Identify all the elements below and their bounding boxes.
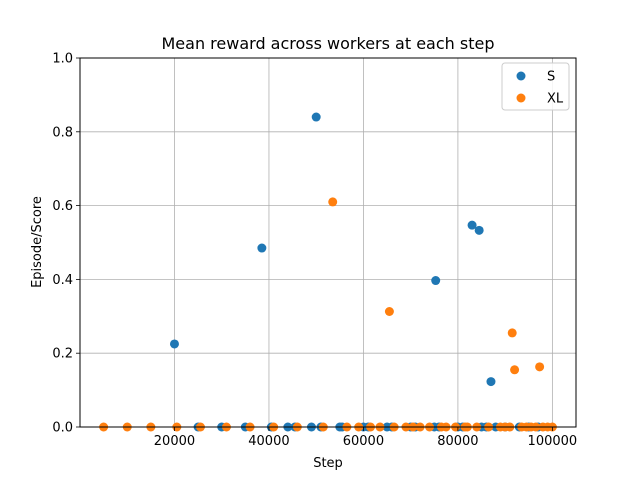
plot-frame — [79, 57, 577, 428]
data-point-s — [431, 276, 441, 286]
data-point-xl — [328, 197, 338, 207]
legend: S XL — [501, 62, 570, 111]
legend-marker-xl — [516, 93, 526, 103]
y-tick-label: 0.0 — [52, 421, 73, 436]
y-tick-label: 0.4 — [52, 273, 73, 288]
y-tick-label: 0.8 — [52, 125, 73, 140]
x-tick-label: 100000 — [528, 434, 578, 449]
data-point-xl — [507, 328, 517, 338]
legend-label-xl: XL — [547, 92, 564, 107]
data-point-s — [474, 225, 484, 235]
legend-marker-s — [516, 71, 526, 81]
data-point-s — [257, 243, 267, 253]
x-axis-label: Step — [313, 456, 343, 471]
x-tick-label: 80000 — [437, 434, 478, 449]
axis-ticks: 20000 40000 60000 80000 100000 0.0 0.2 0.4 0.6 0.… — [52, 52, 577, 450]
legend-label-s: S — [547, 70, 555, 85]
x-tick-label: 60000 — [343, 434, 384, 449]
data-point-s — [169, 339, 179, 349]
data-point-s — [467, 220, 477, 230]
data-point-xl — [510, 365, 520, 375]
y-tick-label: 0.2 — [52, 347, 73, 362]
y-tick-label: 1.0 — [52, 52, 73, 67]
data-point-xl — [384, 307, 394, 317]
chart-title: Mean reward across workers at each step — [162, 34, 495, 53]
y-tick-label: 0.6 — [52, 199, 73, 214]
x-tick-label: 20000 — [154, 434, 195, 449]
data-point-s — [486, 377, 496, 387]
y-axis-label: Episode/Score — [30, 196, 45, 288]
data-point-xl — [535, 362, 545, 372]
data-point-s — [311, 112, 321, 122]
x-tick-label: 40000 — [248, 434, 289, 449]
